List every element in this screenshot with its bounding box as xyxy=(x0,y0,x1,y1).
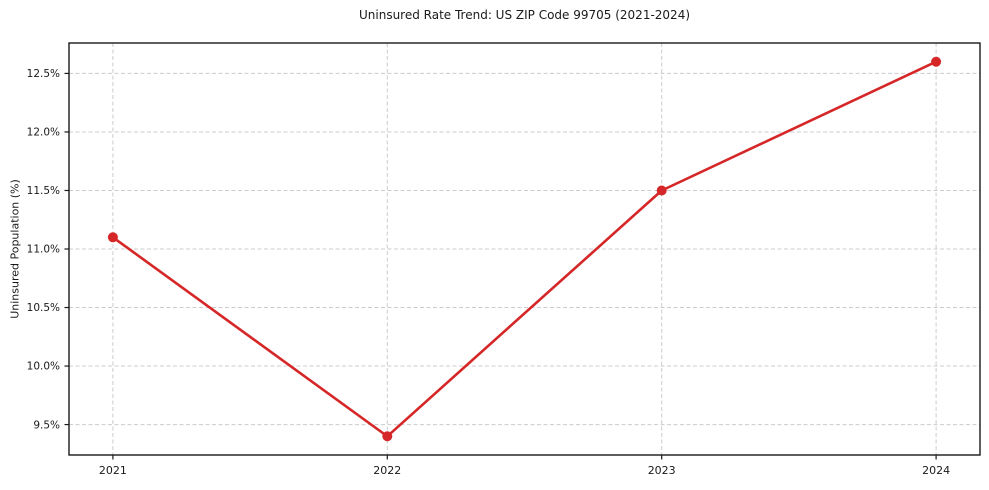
y-tick-label: 11.5% xyxy=(27,185,60,197)
y-tick-label: 10.0% xyxy=(27,361,60,373)
chart-title: Uninsured Rate Trend: US ZIP Code 99705 … xyxy=(358,8,691,22)
data-point-2021 xyxy=(107,232,118,243)
x-tick-label: 2021 xyxy=(99,464,127,477)
trend-line xyxy=(111,60,938,438)
data-point-2024 xyxy=(931,56,942,67)
x-tick-label: 2022 xyxy=(373,464,401,477)
y-tick-label: 12.5% xyxy=(27,68,60,80)
y-tick-label: 11.0% xyxy=(27,244,60,256)
x-tick-label: 2023 xyxy=(648,464,676,477)
y-tick-label: 12.0% xyxy=(27,127,60,139)
data-point-2023 xyxy=(656,185,667,196)
y-tick-label: 10.5% xyxy=(27,302,60,314)
x-tick-label: 2024 xyxy=(922,464,950,477)
y-tick-label: 9.5% xyxy=(33,419,60,431)
data-point-2022 xyxy=(382,431,393,442)
